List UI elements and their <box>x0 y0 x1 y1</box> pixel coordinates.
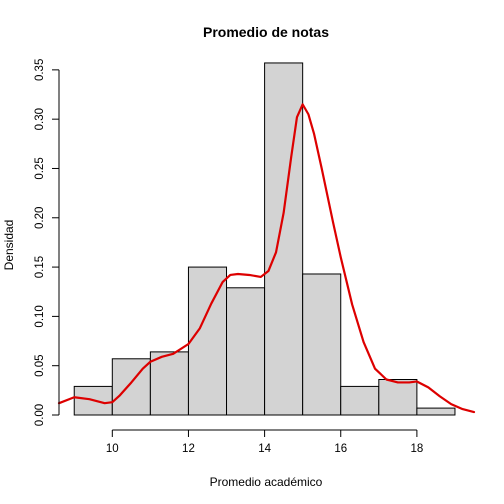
y-tick-label: 0.00 <box>34 404 46 426</box>
x-tick-label: 12 <box>182 443 195 455</box>
histogram-bar <box>340 385 380 416</box>
y-tick-label: 0.30 <box>34 108 46 130</box>
chart-title: Promedio de notas <box>203 24 329 40</box>
x-tick-label: 18 <box>410 443 423 455</box>
x-tick-label: 10 <box>106 443 119 455</box>
histogram-bar <box>302 273 342 416</box>
x-axis-label: Promedio académico <box>210 475 323 489</box>
histogram-bars <box>73 62 456 416</box>
y-axis-label: Densidad <box>2 220 16 271</box>
density-curve-group <box>57 103 476 414</box>
histogram-bar <box>416 407 456 416</box>
histogram-bar <box>226 287 266 416</box>
y-tick-label: 0.25 <box>34 157 46 179</box>
y-tick-label: 0.20 <box>34 207 46 229</box>
y-tick-label: 0.10 <box>34 305 46 327</box>
histogram-bar <box>187 266 228 416</box>
y-tick-label: 0.35 <box>34 59 46 81</box>
y-tick-label: 0.05 <box>34 354 46 376</box>
density-curve <box>57 103 476 414</box>
x-tick-label: 14 <box>258 443 271 455</box>
x-axis: 10 12 14 16 18 <box>106 429 423 455</box>
x-tick-label: 16 <box>334 443 347 455</box>
y-tick-label: 0.15 <box>34 256 46 278</box>
histogram-bar <box>378 379 418 416</box>
histogram-bar <box>149 351 189 416</box>
y-axis: 0.00 0.05 0.10 0.15 0.20 0.25 0.30 0.35 <box>34 59 60 426</box>
